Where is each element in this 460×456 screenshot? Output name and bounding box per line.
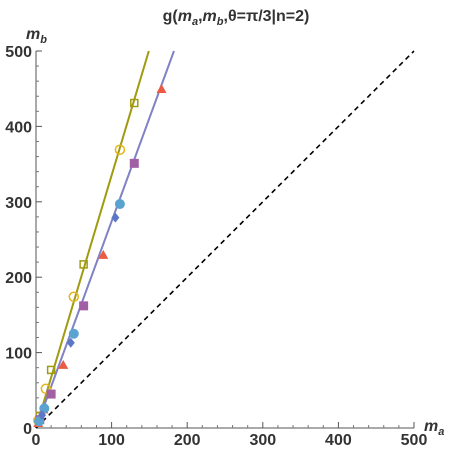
trend-lines: [35, 50, 415, 429]
x-tick-label: 300: [249, 432, 276, 449]
y-tick-label: 100: [5, 346, 32, 363]
y-tick-label: 400: [5, 119, 32, 136]
x-tick-label: 500: [401, 432, 428, 449]
square-point: [46, 389, 56, 399]
x-tick-label: 400: [325, 432, 352, 449]
x-axis-label: ma: [424, 418, 444, 438]
circle-point: [68, 328, 79, 339]
diamond-point: [111, 212, 120, 223]
square-point: [129, 158, 139, 168]
x-tick-label: 200: [174, 432, 201, 449]
axes: [35, 50, 415, 429]
open-circle-point: [114, 144, 126, 156]
diamond-point: [66, 337, 75, 348]
triangle-point: [156, 83, 167, 93]
open-circle-point: [40, 383, 52, 395]
x-tick-label: 0: [32, 432, 41, 449]
y-axis-label: mb: [26, 26, 47, 46]
y-tick-label: 500: [5, 44, 32, 61]
open-square-point: [79, 260, 88, 269]
chart-title: g(ma,mb,θ=π/3|n=2): [163, 8, 310, 28]
square-point: [79, 301, 89, 311]
x-tick-label: 100: [98, 432, 125, 449]
triangle-point: [58, 359, 69, 369]
diagonal-reference-line: [35, 50, 415, 429]
circle-point: [114, 199, 125, 210]
fit-line: [35, 50, 175, 429]
open-square-point: [130, 98, 139, 108]
open-square-point: [46, 365, 56, 375]
fit-line: [35, 50, 150, 429]
y-tick-label: 200: [5, 270, 32, 287]
tick-labels: 0 100 200 300 400 500 0 100 200 300 400 500: [5, 44, 427, 449]
y-tick-label: 300: [5, 195, 32, 212]
diamond-point: [38, 410, 47, 421]
open-circle-point: [68, 291, 80, 303]
triangle-point: [98, 249, 109, 259]
data-points: [33, 83, 167, 427]
y-tick-label: 0: [23, 421, 32, 438]
